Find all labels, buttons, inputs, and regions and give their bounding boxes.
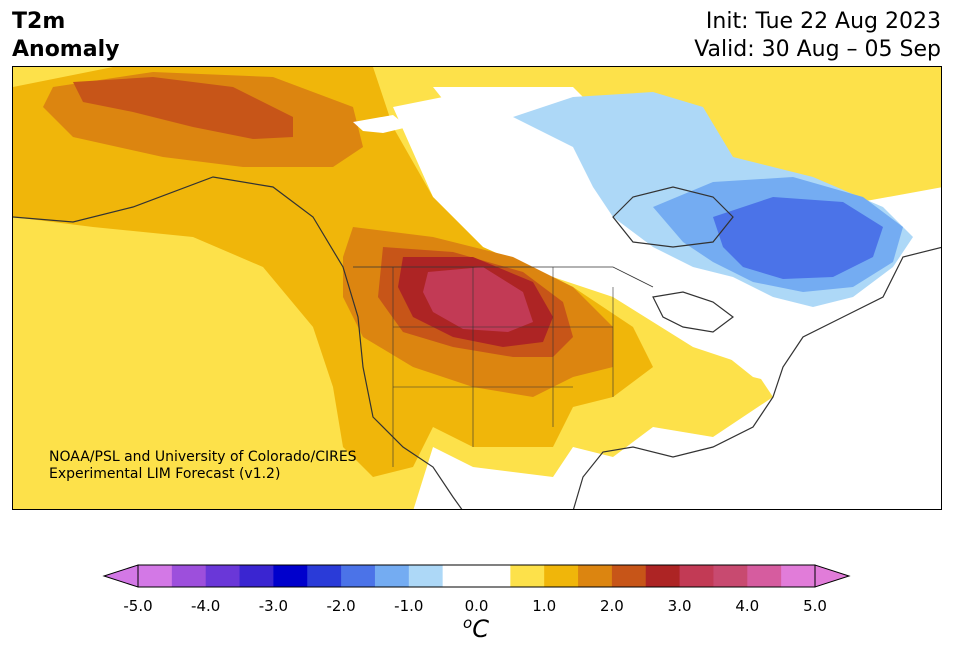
unit-letter: C: [472, 615, 489, 643]
colorbar-bin: [408, 565, 444, 587]
neutral-zone: [433, 87, 813, 387]
colorbar-bin: [544, 565, 579, 587]
colorbar-tick-label: -5.0: [123, 597, 153, 615]
colorbar-bin: [645, 565, 681, 587]
colorbar-bin: [510, 565, 545, 587]
map-title: T2m Anomaly: [12, 8, 119, 64]
colorbar-under-arrow: [102, 564, 139, 588]
colorbar-bin: [239, 565, 274, 587]
colorbar-bin: [442, 565, 477, 587]
coastline-west: [13, 176, 463, 509]
colorbar-tick-label: 0.0: [464, 597, 489, 615]
colorbar-bin: [713, 565, 748, 587]
colorbar-bin: [205, 565, 241, 587]
valid-date: Valid: 30 Aug – 05 Sep: [694, 37, 941, 62]
colorbar-bin: [781, 565, 816, 587]
colorbar-over-arrow: [814, 564, 851, 588]
colorbar-bin: [611, 565, 647, 587]
anomaly-field-3-5: [423, 267, 533, 332]
init-date: Init: Tue 22 Aug 2023: [705, 9, 941, 34]
anomaly-map-svg: [13, 67, 941, 509]
cold-patch: [353, 115, 408, 133]
colorbar-bin: [374, 565, 410, 587]
anomaly-map: [12, 66, 942, 510]
colorbar-tick-label: -2.0: [326, 597, 356, 615]
coastline-east: [572, 246, 941, 509]
colorbar-bin: [476, 565, 511, 587]
colorbar: [0, 560, 953, 656]
colorbar-bin: [138, 565, 173, 587]
colorbar-tick-label: -3.0: [258, 597, 289, 615]
title-line-1: T2m: [12, 9, 66, 34]
state-borders: [392, 267, 614, 467]
colorbar-bin: [307, 565, 342, 587]
credit-line-1: NOAA/PSL and University of Colorado/CIRE…: [49, 449, 357, 465]
colorbar-unit: oC: [463, 614, 489, 643]
colorbar-outline: [137, 564, 816, 588]
colorbar-tick-label: 1.0: [532, 597, 557, 615]
colorbar-bin: [273, 565, 308, 587]
credit-text: NOAA/PSL and University of Colorado/CIRE…: [49, 449, 357, 483]
forecast-dates: Init: Tue 22 Aug 2023 Valid: 30 Aug – 05…: [694, 8, 941, 64]
colorbar-bin: [341, 565, 376, 587]
unit-degree: o: [463, 614, 473, 632]
colorbar-tick-label: -4.0: [191, 597, 221, 615]
colorbar-tick-label: -1.0: [394, 597, 424, 615]
credit-line-2: Experimental LIM Forecast (v1.2): [49, 466, 281, 482]
colorbar-bin: [679, 565, 714, 587]
colorbar-bin: [171, 565, 207, 587]
hudson-bay: [612, 186, 734, 248]
colorbar-tick-label: 3.0: [667, 597, 692, 615]
anomaly-field-neg2: [713, 197, 883, 279]
colorbar-bin: [578, 565, 613, 587]
great-lakes: [652, 291, 734, 333]
colorbar-svg: [102, 564, 851, 588]
title-line-2: Anomaly: [12, 37, 120, 62]
colorbar-tick-label: 2.0: [599, 597, 624, 615]
colorbar-tick-label: 4.0: [735, 597, 760, 615]
canada-us-border: [353, 266, 654, 288]
colorbar-tick-label: 5.0: [803, 597, 827, 615]
colorbar-bin: [747, 565, 782, 587]
